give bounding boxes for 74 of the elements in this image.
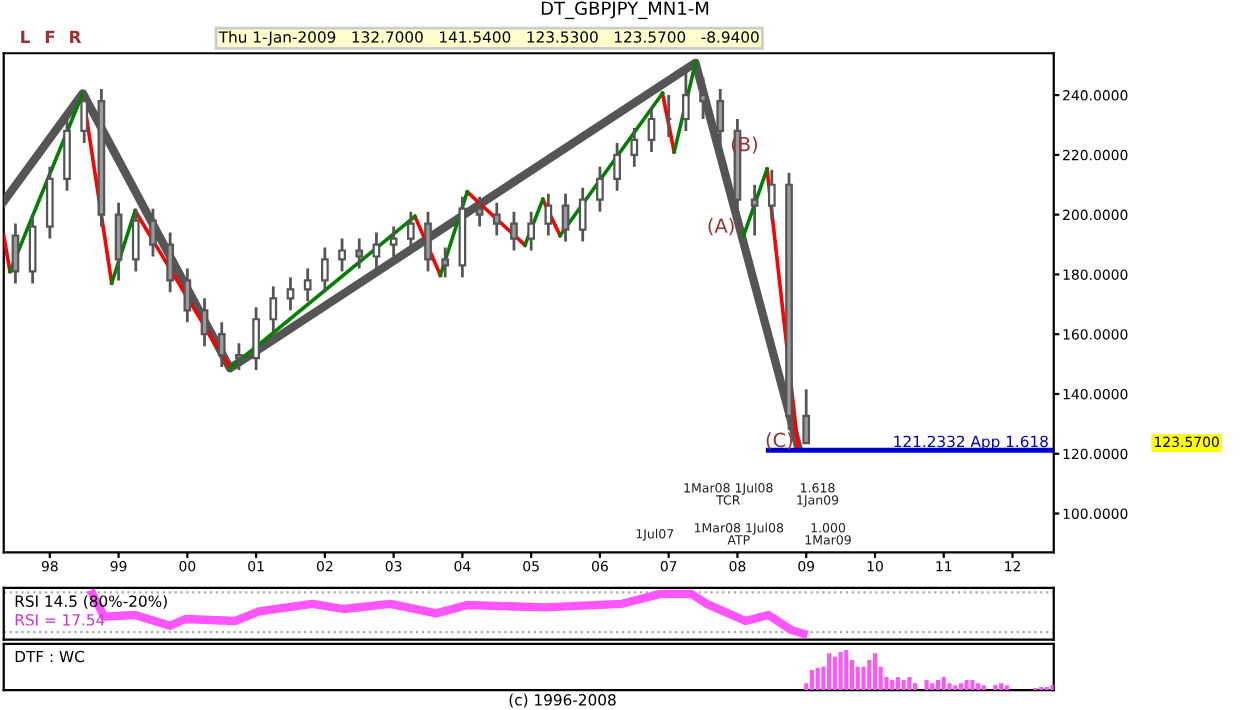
- bar: [941, 676, 946, 691]
- bar: [947, 683, 952, 691]
- candlestick: [114, 201, 123, 282]
- bar: [890, 680, 895, 691]
- candlestick: [750, 183, 759, 237]
- bar: [867, 660, 872, 691]
- candlestick: [372, 231, 381, 270]
- candlestick: [11, 222, 20, 285]
- bar: [981, 685, 986, 691]
- candlestick: [492, 201, 501, 237]
- bar: [964, 680, 969, 691]
- candlestick: [647, 105, 656, 154]
- candlestick: [235, 341, 243, 372]
- bar: [838, 652, 843, 691]
- candlestick: [131, 207, 140, 273]
- bar: [844, 649, 849, 691]
- candlestick: [28, 213, 37, 285]
- candlestick: [389, 225, 398, 258]
- bar: [827, 653, 832, 691]
- annotation: (C): [766, 432, 793, 450]
- text: F: [45, 30, 55, 43]
- bar: [901, 680, 906, 691]
- bar: [976, 683, 981, 691]
- candlestick: [767, 168, 776, 223]
- candlestick: [286, 276, 295, 312]
- bar: [855, 666, 860, 691]
- bar: [970, 680, 975, 691]
- bar: [1004, 685, 1009, 691]
- chart-title: DT_GBPJPY_MN1-M: [541, 1, 709, 20]
- bar: [958, 683, 963, 691]
- bar: [832, 656, 837, 691]
- candlestick: [200, 296, 209, 348]
- bar: [993, 684, 998, 691]
- candlestick: [149, 207, 157, 258]
- bar: [907, 676, 912, 691]
- candlestick: [424, 210, 432, 273]
- candlestick: [699, 75, 707, 121]
- candlestick: [269, 284, 278, 333]
- bar: [912, 683, 918, 691]
- candlestick: [561, 192, 570, 243]
- candlestick: [475, 195, 484, 228]
- candlestick: [166, 231, 175, 294]
- bar: [872, 653, 878, 691]
- candlestick: [510, 210, 518, 252]
- bar: [953, 685, 958, 691]
- candlestick: [45, 165, 54, 240]
- bar: [930, 683, 935, 691]
- bar: [998, 683, 1004, 691]
- candlestick: [183, 267, 192, 324]
- candlestick: [63, 117, 71, 193]
- bar: [895, 676, 900, 691]
- annotation: (A): [708, 218, 734, 236]
- candlestick: [544, 192, 553, 237]
- candlestick: [527, 210, 536, 252]
- bar: [809, 670, 814, 691]
- bar: [861, 666, 866, 691]
- candlestick: [303, 267, 312, 303]
- bar: [935, 680, 941, 691]
- candlestick: [441, 246, 450, 279]
- candlestick: [80, 90, 89, 145]
- text: L: [21, 30, 30, 43]
- candlestick: [578, 186, 587, 243]
- candlestick: [613, 141, 621, 193]
- candlestick: [406, 210, 415, 252]
- bar: [815, 668, 820, 691]
- bar: [924, 680, 929, 691]
- candlestick: [252, 305, 260, 372]
- candlestick: [217, 320, 226, 369]
- candlestick: [355, 237, 364, 270]
- candlestick: [338, 237, 346, 273]
- candlestick: [321, 246, 329, 294]
- candlestick: [630, 126, 639, 169]
- candlestick: [596, 165, 604, 214]
- text: R: [70, 30, 82, 43]
